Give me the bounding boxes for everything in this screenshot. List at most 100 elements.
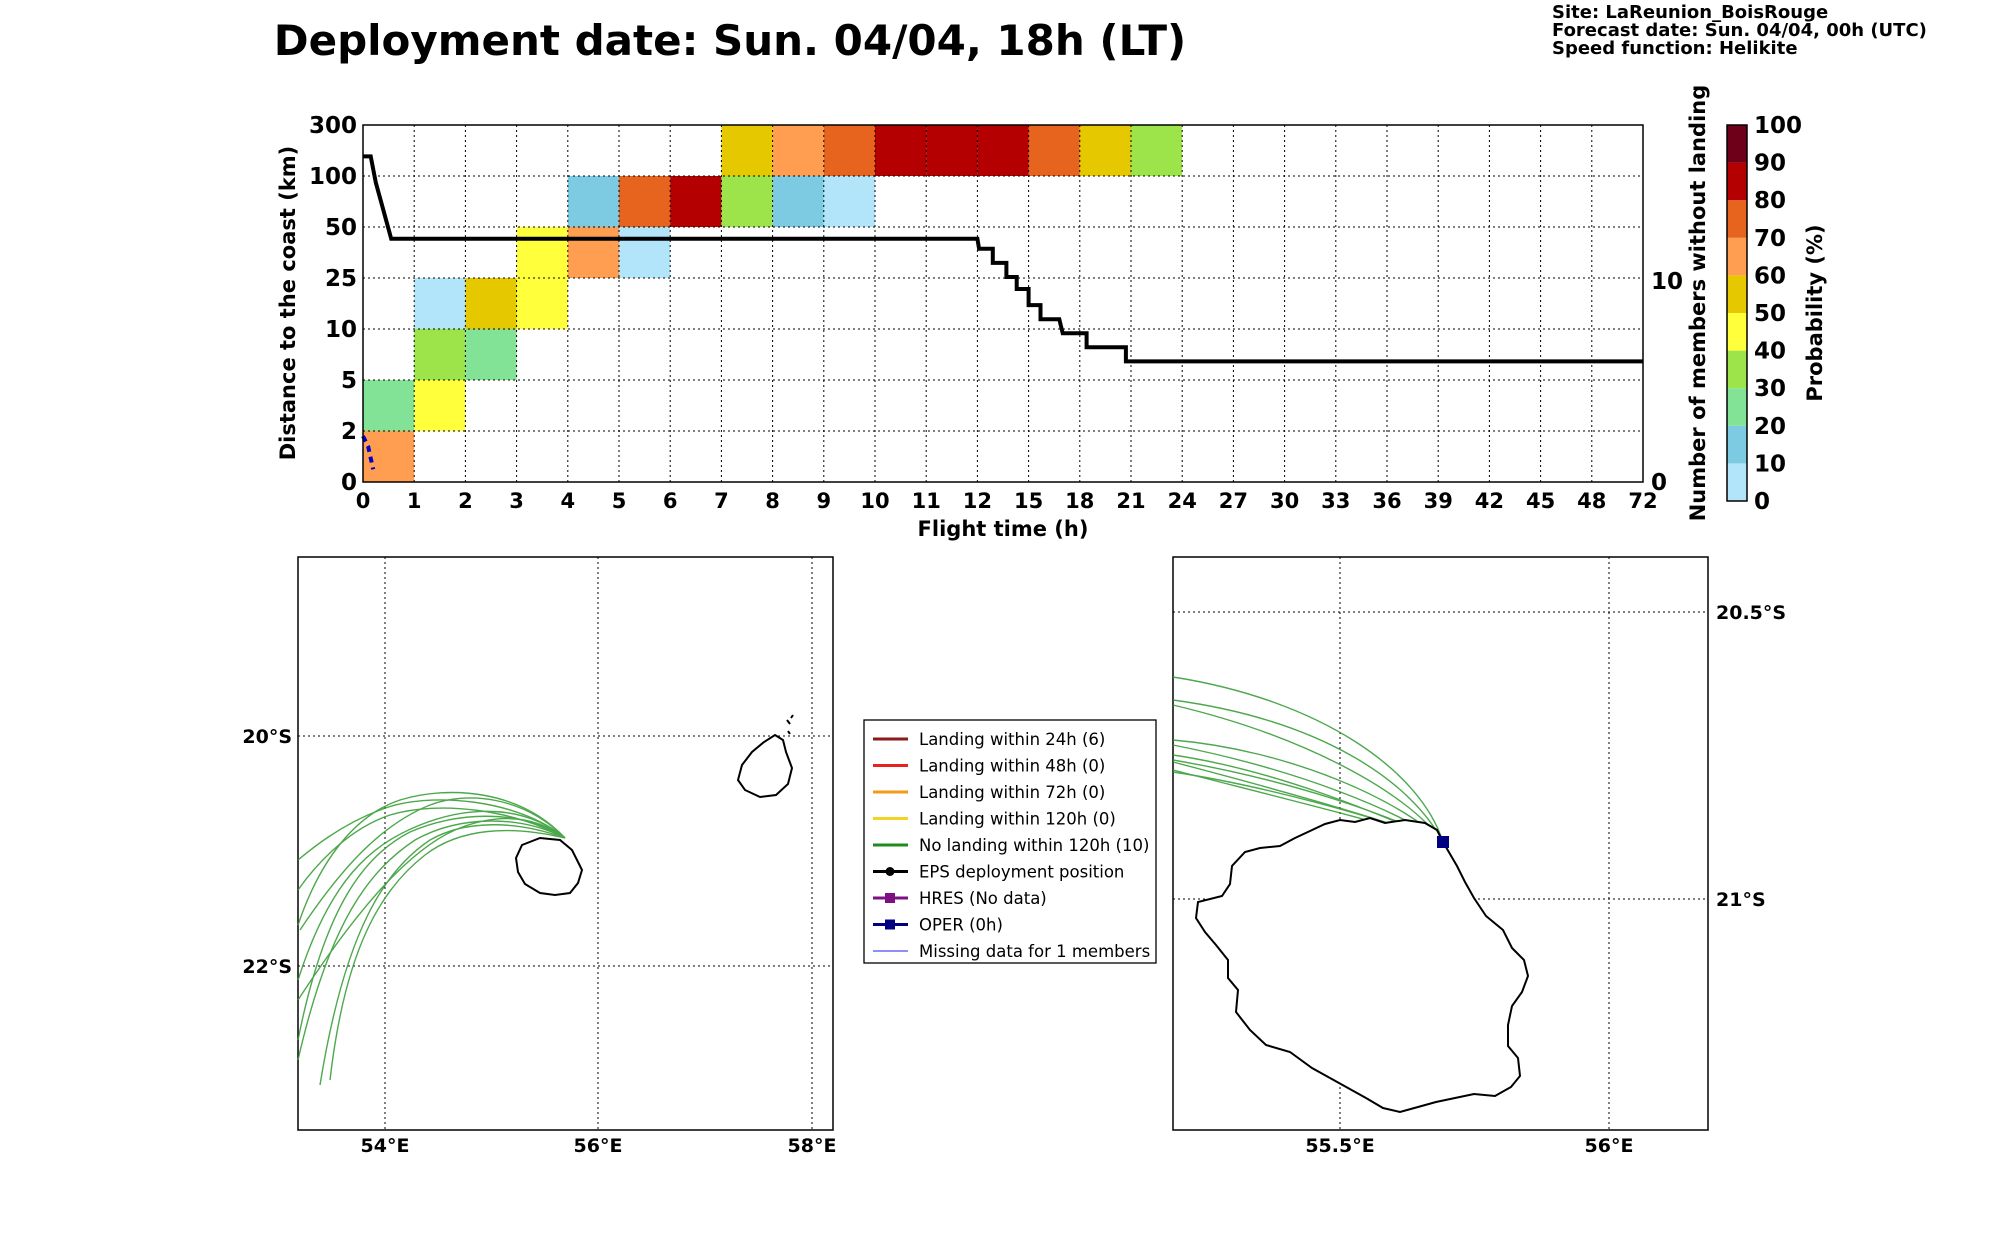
rodrigues-speck xyxy=(786,714,794,735)
heatmap-cell xyxy=(670,176,722,227)
left-map-trajectories xyxy=(297,791,566,1086)
legend-items: Landing within 24h (6) Landing within 48h… xyxy=(873,730,1150,961)
heatmap-cell xyxy=(516,227,568,278)
x-tick-label: 72 xyxy=(1628,489,1657,513)
y-tick-label: 0 xyxy=(341,470,357,496)
legend-item: HRES (No data) xyxy=(873,889,1047,908)
heatmap-cell xyxy=(823,125,875,176)
y-tick-label: 300 xyxy=(309,113,357,139)
legend-marker xyxy=(885,867,895,876)
x-tick-label: 11 xyxy=(912,489,941,513)
x-tick-label: 8 xyxy=(765,489,780,513)
x-tick-label: 0 xyxy=(356,489,371,513)
colorbar-cell xyxy=(1727,275,1747,313)
colorbar-cell xyxy=(1727,463,1747,501)
legend-marker xyxy=(885,919,895,930)
x-tick-label: 36 xyxy=(1372,489,1401,513)
heatmap-cell xyxy=(465,329,517,380)
right-map: 55.5°E 56°E 20.5°S 21°S xyxy=(1172,556,1786,1157)
heatmap-cell xyxy=(619,176,671,227)
probability-colorbar: 0 10 20 30 40 50 60 70 80 90 100 Probability (%) xyxy=(1726,113,1827,515)
left-map-lon-54: 54°E xyxy=(361,1135,410,1157)
colorbar-tick-label: 50 xyxy=(1754,301,1786,327)
y2-tick-label: 10 xyxy=(1651,269,1683,295)
heatmap-cell xyxy=(1131,125,1183,176)
right-map-lat-21: 21°S xyxy=(1716,889,1766,911)
colorbar-cell xyxy=(1727,162,1747,201)
colorbar-label: Probability (%) xyxy=(1803,224,1827,401)
y-tick-label: 100 xyxy=(309,164,357,190)
heatmap-cell xyxy=(414,278,466,329)
colorbar-cell xyxy=(1727,200,1747,238)
colorbar-cell xyxy=(1727,125,1747,163)
x-tick-label: 45 xyxy=(1526,489,1555,513)
legend-label: Landing within 120h (0) xyxy=(919,810,1116,829)
legend-item: No landing within 120h (10) xyxy=(873,836,1149,855)
right-map-lon-56: 56°E xyxy=(1585,1135,1634,1157)
x-tick-label: 9 xyxy=(816,489,831,513)
colorbar-cells xyxy=(1727,125,1747,501)
x-tick-label: 30 xyxy=(1270,489,1299,513)
right-map-lat-205: 20.5°S xyxy=(1716,602,1786,624)
colorbar-cell xyxy=(1727,350,1747,389)
x-tick-label: 5 xyxy=(612,489,627,513)
legend-item: Landing within 120h (0) xyxy=(873,810,1116,829)
x-tick-label: 1 xyxy=(407,489,422,513)
reunion-coast-large xyxy=(1194,816,1530,1114)
legend-label: Missing data for 1 members xyxy=(919,942,1150,961)
heatmap-cell xyxy=(516,278,568,329)
map-legend: Landing within 24h (6) Landing within 48h… xyxy=(863,719,1157,964)
heatmap-cell xyxy=(414,329,466,380)
x-tick-label: 12 xyxy=(963,489,992,513)
members-without-landing-line xyxy=(363,154,1643,364)
heatmap-cell xyxy=(619,227,671,278)
legend-item: Landing within 24h (6) xyxy=(873,730,1105,749)
y-tick-label: 50 xyxy=(325,215,357,241)
colorbar-frame xyxy=(1726,124,1748,502)
left-map-lat-20: 20°S xyxy=(242,726,292,748)
oper-deployment-marker xyxy=(1437,836,1449,848)
legend-label: Landing within 24h (6) xyxy=(919,730,1105,749)
colorbar-cell xyxy=(1727,313,1747,351)
left-map: 54°E 56°E 58°E 20°S 22°S xyxy=(242,556,837,1157)
left-map-lon-58: 58°E xyxy=(788,1135,837,1157)
legend-label: Landing within 48h (0) xyxy=(919,757,1105,776)
left-map-lon-56: 56°E xyxy=(574,1135,623,1157)
colorbar-tick-label: 80 xyxy=(1754,188,1786,214)
heatmap-cells xyxy=(363,125,1183,482)
legend-label: OPER (0h) xyxy=(919,916,1003,935)
y2-tick-labels: 0 10 xyxy=(1651,269,1683,496)
heatmap-cell xyxy=(772,176,824,227)
chart-grid xyxy=(363,125,1643,482)
left-map-lat-22: 22°S xyxy=(242,956,292,978)
y-tick-label: 2 xyxy=(341,419,357,445)
colorbar-tick-label: 10 xyxy=(1754,451,1786,477)
legend-marker xyxy=(885,893,895,903)
mauritius-coast xyxy=(736,733,794,799)
heatmap-cell xyxy=(465,278,517,329)
x-tick-label: 27 xyxy=(1219,489,1248,513)
x-axis-label: Flight time (h) xyxy=(918,517,1089,541)
heatmap-cell xyxy=(823,176,875,227)
heatmap-cell xyxy=(721,176,773,227)
y-tick-label: 25 xyxy=(325,266,357,292)
x-tick-label: 39 xyxy=(1424,489,1453,513)
x-tick-label: 42 xyxy=(1475,489,1504,513)
x-tick-labels: 0 1 2 3 4 5 6 7 8 9 10 11 12 15 18 21 24 27 30 33 36 39 42 45 48… xyxy=(356,489,1658,513)
x-tick-label: 6 xyxy=(663,489,678,513)
legend-label: Landing within 72h (0) xyxy=(919,783,1105,802)
x-tick-label: 3 xyxy=(509,489,524,513)
right-map-lon-555: 55.5°E xyxy=(1305,1135,1374,1157)
legend-item: EPS deployment position xyxy=(873,863,1124,882)
colorbar-cell xyxy=(1727,425,1747,464)
colorbar-tick-label: 20 xyxy=(1754,414,1786,440)
x-tick-label: 33 xyxy=(1321,489,1350,513)
colorbar-cell xyxy=(1727,237,1747,276)
x-tick-label: 24 xyxy=(1168,489,1197,513)
colorbar-tick-label: 70 xyxy=(1754,226,1786,252)
heatmap-cell xyxy=(414,380,466,431)
heatmap-cell xyxy=(721,125,773,176)
missing-data-line xyxy=(361,435,376,470)
